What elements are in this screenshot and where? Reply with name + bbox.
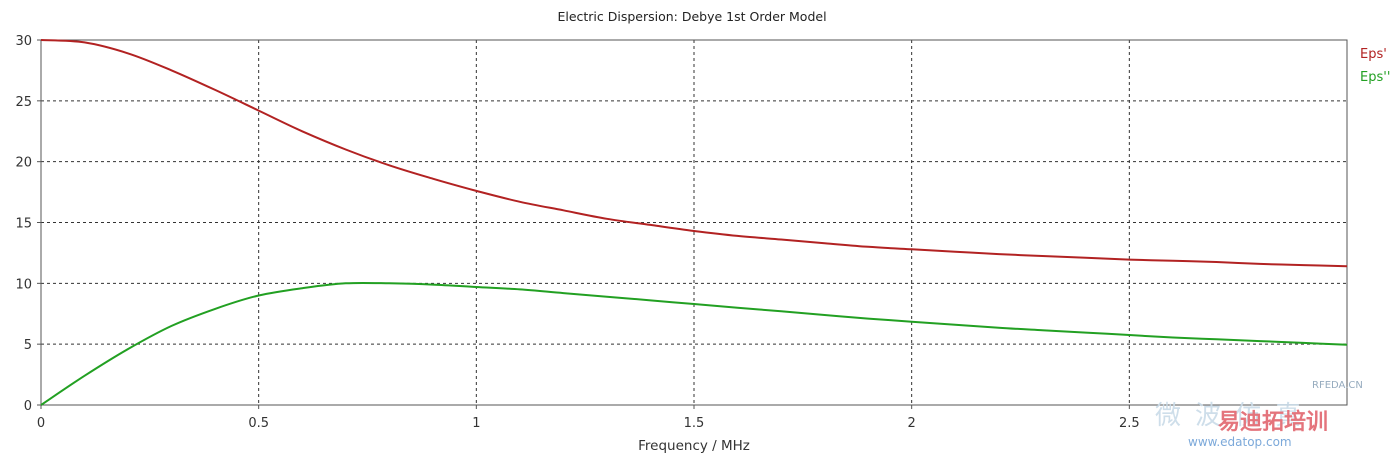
legend-entry-2: Eps'' — [1360, 70, 1390, 85]
legend: Eps' Eps'' — [1360, 47, 1390, 85]
grid-layer — [41, 40, 1347, 405]
watermark-brand: 易迪拓培训 — [1218, 409, 1328, 435]
x-tick-label: 1.5 — [684, 416, 705, 431]
x-axis-ticks: 0 0.5 1 1.5 2 2.5 — [37, 405, 1140, 431]
watermark-site1: RFEDA.CN — [1312, 380, 1363, 391]
x-tick-label: 2 — [908, 416, 916, 431]
y-tick-label: 5 — [24, 338, 32, 353]
y-tick-label: 20 — [15, 156, 32, 171]
watermark-site2: www.edatop.com — [1188, 435, 1292, 449]
x-tick-label: 0.5 — [248, 416, 269, 431]
watermark-faded-text: 微波仿真 — [1155, 401, 1315, 431]
y-tick-label: 0 — [24, 399, 32, 414]
y-tick-label: 10 — [15, 277, 32, 292]
y-axis-ticks: 0 5 10 15 20 25 30 — [15, 34, 41, 414]
y-tick-label: 25 — [15, 95, 32, 110]
x-tick-label: 2.5 — [1119, 416, 1140, 431]
series-layer — [40, 39, 1348, 406]
series-line-1 — [40, 39, 1348, 268]
series-line-2 — [40, 281, 1348, 406]
chart-title: Electric Dispersion: Debye 1st Order Mod… — [557, 9, 826, 24]
x-tick-label: 1 — [472, 416, 480, 431]
y-tick-label: 15 — [15, 217, 32, 232]
x-axis-label: Frequency / MHz — [638, 438, 750, 454]
legend-entry-1: Eps' — [1360, 47, 1387, 62]
watermark: 微波仿真 RFEDA.CN 易迪拓培训 www.edatop.com — [1155, 380, 1363, 449]
x-tick-label: 0 — [37, 416, 45, 431]
y-tick-label: 30 — [15, 34, 32, 49]
